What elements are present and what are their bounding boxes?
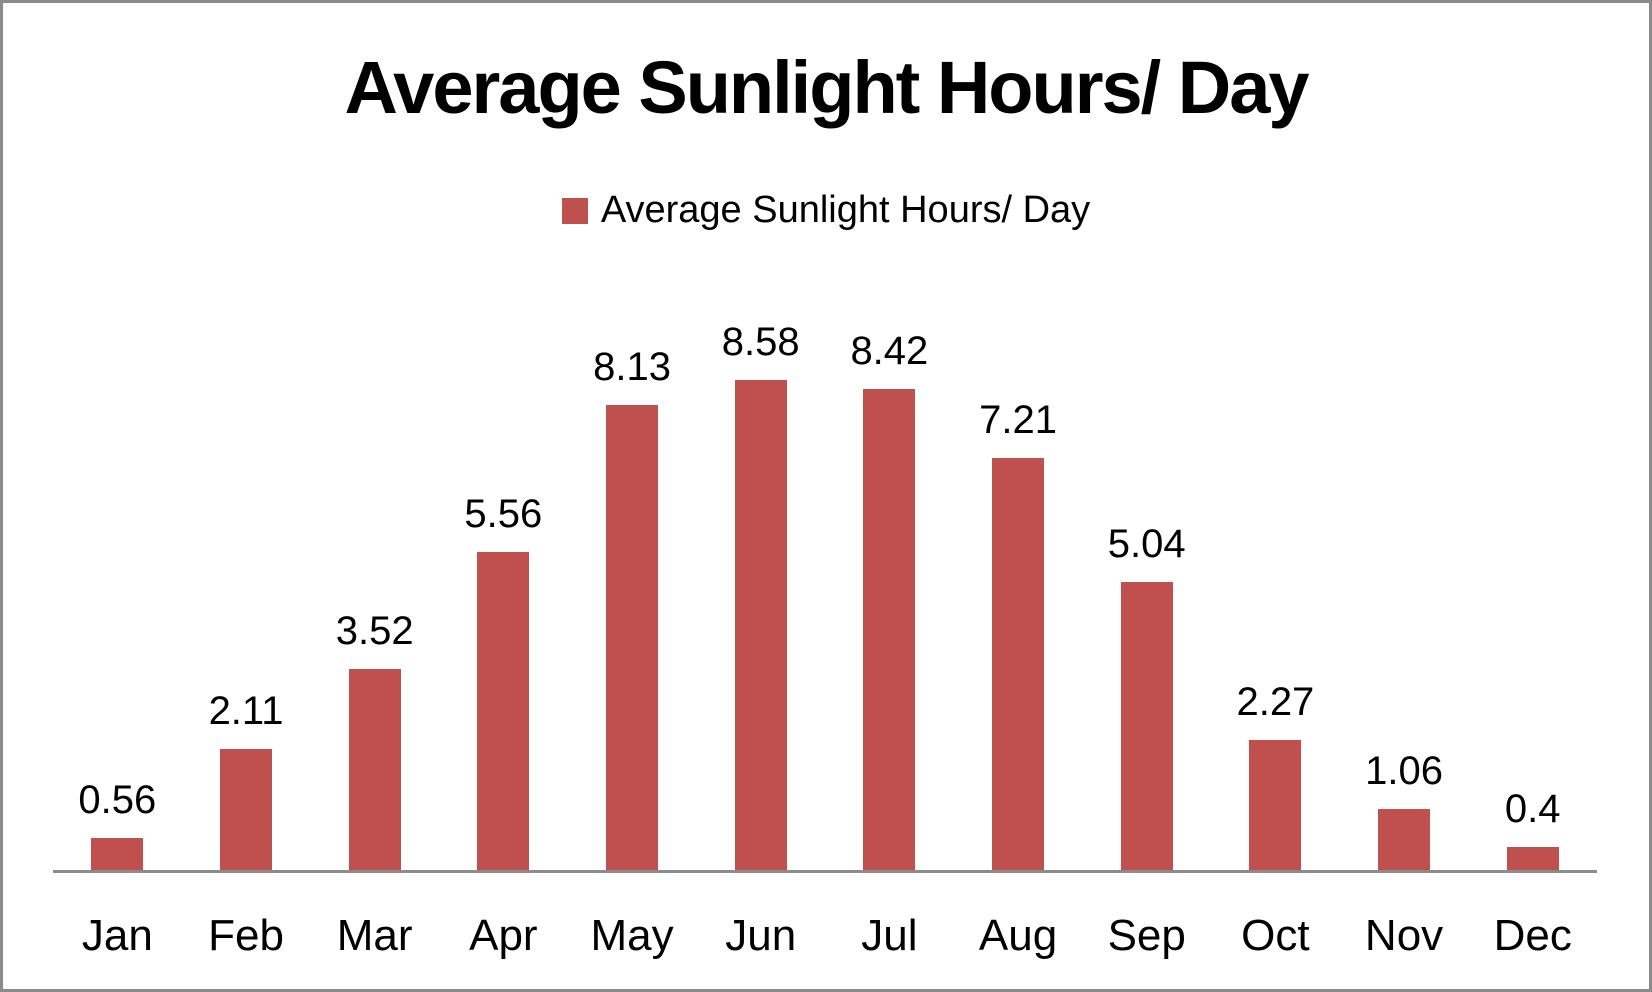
x-axis-tick-label: Jan — [81, 911, 153, 960]
bar-column: 1.06 — [1340, 313, 1469, 870]
x-axis-tick-label: Dec — [1493, 911, 1572, 960]
bar-value-label: 8.13 — [593, 345, 671, 390]
bar-value-label: 8.58 — [721, 319, 800, 364]
x-axis-tick-label: Sep — [1107, 911, 1186, 960]
bar[interactable] — [91, 838, 144, 870]
bar[interactable] — [477, 552, 530, 870]
bar-column: 8.58 — [696, 313, 825, 870]
legend-marker-icon — [561, 197, 588, 224]
bar[interactable] — [1249, 740, 1302, 870]
bar-column: 2.27 — [1211, 313, 1340, 870]
x-axis-tick-label: May — [590, 911, 674, 960]
x-axis-tick-label: Apr — [469, 911, 538, 960]
bar-column: 7.21 — [954, 313, 1083, 870]
chart-title: Average Sunlight Hours/ Day — [344, 46, 1309, 129]
bar-value-label: 1.06 — [1365, 749, 1443, 794]
bar[interactable] — [606, 405, 659, 870]
bar[interactable] — [220, 749, 272, 870]
bar-value-label: 3.52 — [335, 608, 414, 653]
bar-value-label: 5.56 — [464, 492, 543, 537]
x-axis-tick-label: Nov — [1364, 911, 1444, 960]
x-axis-tick-label: Mar — [336, 911, 413, 960]
bar-column: 0.4 — [1468, 313, 1597, 870]
bar-value-label: 2.11 — [208, 689, 284, 734]
bar[interactable] — [992, 458, 1045, 870]
bar-value-label: 5.04 — [1107, 522, 1186, 566]
bar-column: 5.04 — [1082, 313, 1211, 870]
bar-value-label: 8.42 — [850, 328, 929, 373]
x-axis-tick-label: Jul — [861, 911, 918, 960]
bar[interactable] — [348, 668, 401, 870]
plot-area: 0.56 2.11 3.52 5.56 8.13 8.58 8.42 7.21 5.04 2.27… — [53, 313, 1597, 873]
bar-column: 5.56 — [439, 313, 568, 870]
bar-column: 3.52 — [310, 313, 439, 870]
bar-column: 2.11 — [182, 313, 311, 870]
bar-value-label: 2.27 — [1236, 680, 1315, 725]
bar[interactable] — [863, 388, 916, 870]
bar-column: 8.13 — [568, 313, 697, 870]
x-axis-tick-label: Oct — [1241, 911, 1310, 960]
x-axis-tick-label: Aug — [978, 911, 1058, 960]
x-axis-labels: Jan Feb Mar Apr May Jun Jul Aug Sep Oct Nov Dec — [53, 911, 1597, 961]
bar-value-label: 0.4 — [1504, 787, 1561, 832]
legend-label: Average Sunlight Hours/ Day — [600, 189, 1091, 231]
bar-column: 0.56 — [53, 313, 182, 870]
x-axis-tick-label: Jun — [725, 911, 797, 960]
bar-value-label: 0.56 — [78, 778, 157, 822]
legend[interactable]: Average Sunlight Hours/ Day — [3, 189, 1649, 232]
bar[interactable] — [1378, 809, 1431, 870]
bar[interactable] — [1506, 847, 1559, 870]
bar-value-label: 7.21 — [979, 398, 1057, 442]
x-axis-tick-label: Feb — [208, 911, 284, 960]
bar[interactable] — [734, 379, 787, 870]
bar[interactable] — [1120, 582, 1173, 870]
bar-column: 8.42 — [825, 313, 954, 870]
